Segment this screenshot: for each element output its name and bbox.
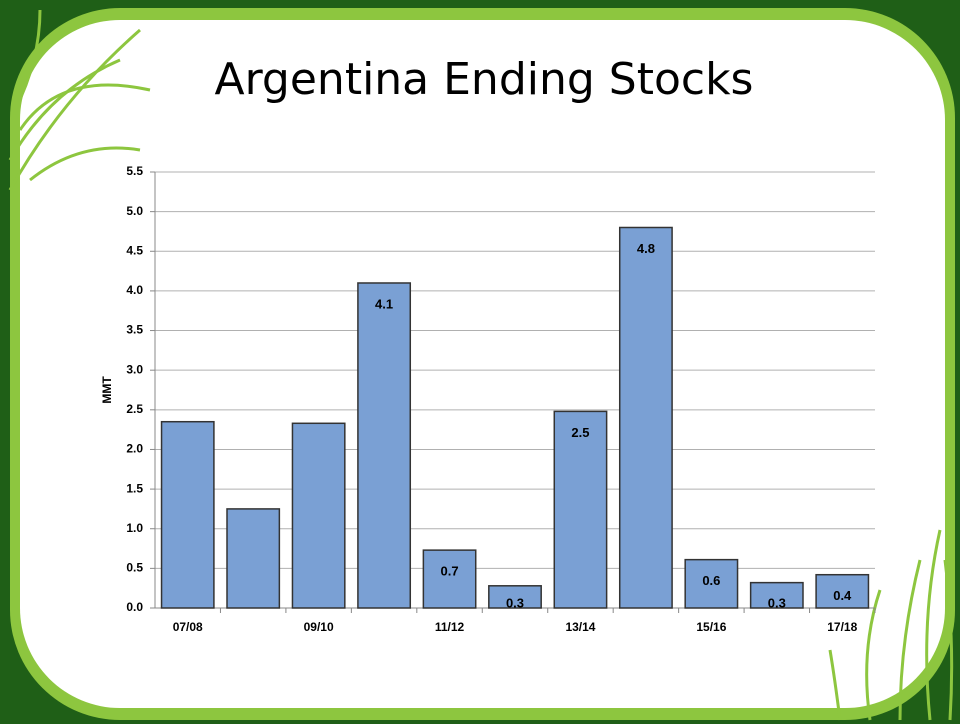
x-tick-label: 17/18	[827, 620, 857, 634]
y-tick-label: 3.5	[126, 323, 143, 337]
bar	[749, 581, 804, 609]
y-tick-label: 2.5	[126, 402, 143, 416]
y-axis-label: MMT	[100, 376, 114, 404]
bar	[684, 558, 739, 609]
y-tick-label: 0.0	[126, 600, 143, 614]
y-tick-label: 3.0	[126, 362, 143, 376]
x-tick-label: 09/10	[304, 620, 334, 634]
bar	[553, 410, 608, 609]
y-tick-label: 4.0	[126, 283, 143, 297]
y-tick-label: 0.5	[126, 561, 143, 575]
bar	[226, 508, 281, 609]
bar	[422, 549, 477, 609]
x-tick-label: 15/16	[696, 620, 726, 634]
bar	[160, 420, 215, 609]
y-tick-label: 5.0	[126, 204, 143, 218]
data-label: 4.8	[637, 241, 655, 256]
data-label: 0.4	[833, 588, 852, 603]
bar	[618, 226, 673, 609]
data-label: 0.6	[702, 573, 720, 588]
bar	[357, 282, 412, 609]
bar	[815, 573, 870, 609]
x-tick-label: 07/08	[173, 620, 203, 634]
slide-panel	[20, 20, 945, 708]
bar	[488, 585, 542, 609]
x-tick-label: 13/14	[565, 620, 595, 634]
y-tick-label: 4.5	[126, 243, 143, 257]
data-label: 4.1	[375, 296, 393, 311]
plot-area: 0.0 0.5 1.0 1.5 2.0 2.5 3.0 3.5 4.0 4.5 5.0 5.5 07/0…	[126, 164, 876, 634]
data-label: 0.3	[506, 595, 524, 610]
wheat-decoration	[8, 9, 954, 721]
y-tick-label: 1.5	[126, 481, 143, 495]
data-label: 2.5	[571, 425, 589, 440]
y-tick-label: 1.0	[126, 521, 143, 535]
x-tick-label: 11/12	[435, 620, 465, 634]
data-label: 0.3	[768, 595, 786, 610]
y-tick-label: 5.5	[126, 164, 143, 178]
chart-title: Argentina Ending Stocks	[215, 54, 754, 105]
data-label: 0.7	[441, 564, 459, 579]
y-tick-label: 2.0	[126, 442, 143, 456]
bar	[291, 422, 346, 609]
